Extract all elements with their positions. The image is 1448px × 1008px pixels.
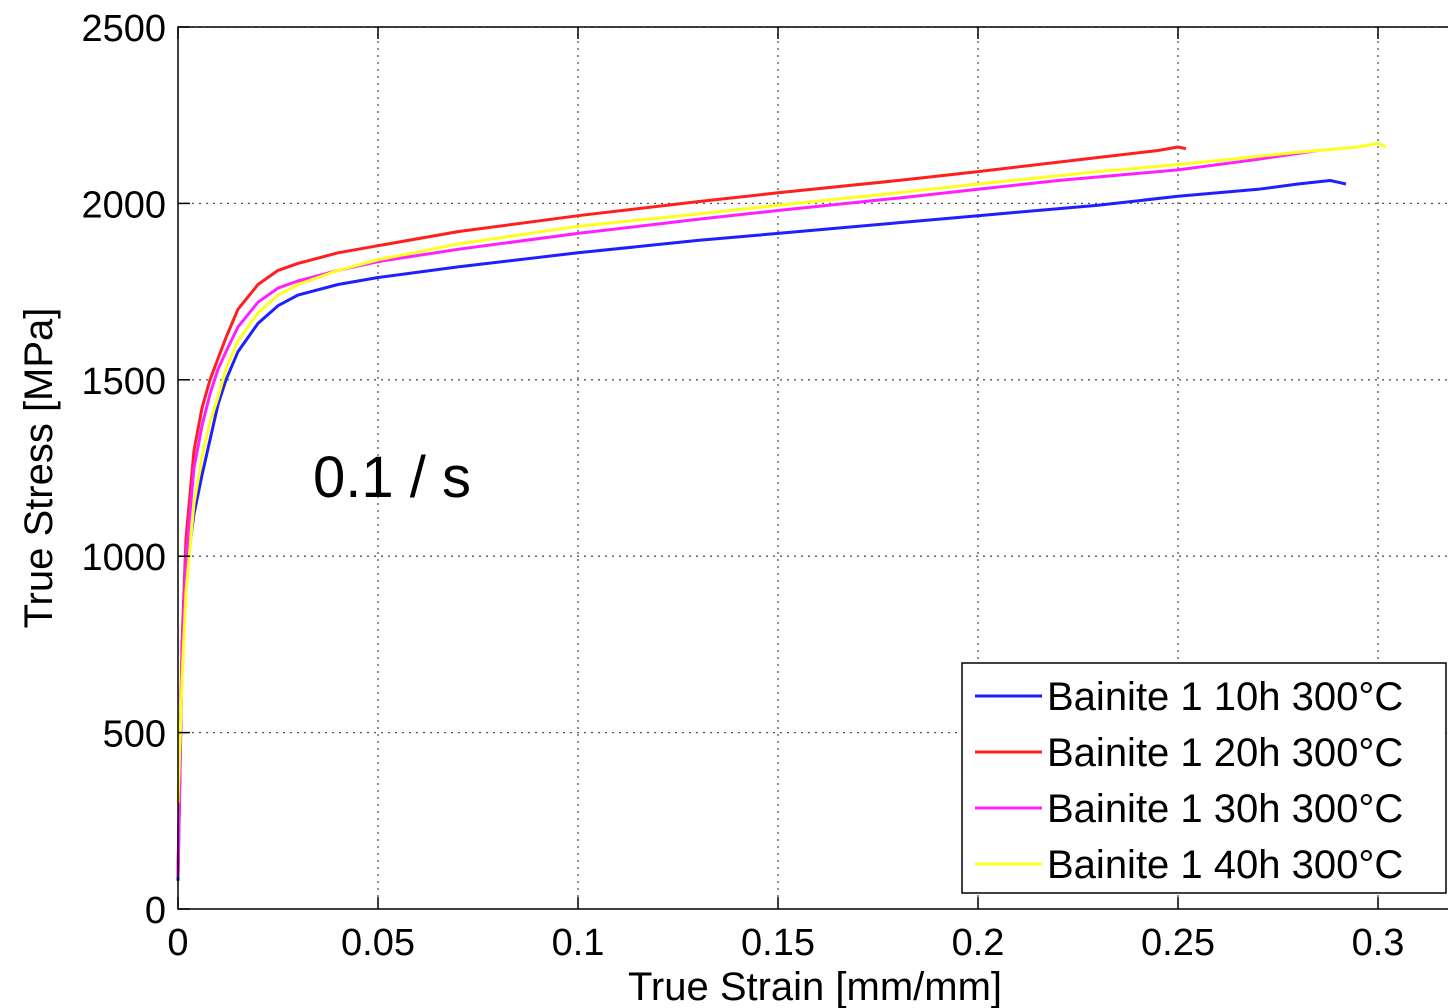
y-tick-label: 0 [145, 890, 166, 932]
legend-label-1: Bainite 1 10h 300°C [1047, 675, 1403, 719]
y-tick-label: 2500 [81, 8, 166, 50]
legend-box [961, 662, 1447, 894]
ticks: 0 0.05 0.1 0.15 0.2 0.25 0.3 0 500 1000 1500 2000 25… [81, 8, 1404, 964]
y-tick-label: 500 [103, 714, 166, 756]
y-tick-label: 1500 [81, 361, 166, 403]
series-line-1 [176, 179, 1347, 881]
x-tick-label: 0.2 [952, 922, 1005, 964]
legend: Bainite 1 10h 300°C Bainite 1 20h 300°C Ba… [961, 662, 1447, 894]
y-axis-label: True Stress [MPa] [17, 308, 61, 629]
legend-label-2: Bainite 1 20h 300°C [1047, 731, 1403, 775]
y-tick-label: 1000 [81, 537, 166, 579]
x-tick-label: 0.05 [341, 922, 415, 964]
legend-label-3: Bainite 1 30h 300°C [1047, 787, 1403, 831]
legend-label-4: Bainite 1 40h 300°C [1047, 843, 1403, 887]
x-tick-label: 0.25 [1141, 922, 1215, 964]
x-tick-label: 0.1 [552, 922, 605, 964]
x-tick-label: 0 [167, 922, 188, 964]
series-lines [176, 141, 1387, 881]
x-tick-label: 0.15 [741, 922, 815, 964]
x-axis-label: True Strain [mm/mm] [628, 965, 1002, 1008]
x-tick-label: 0.3 [1352, 922, 1405, 964]
series-line-4 [176, 141, 1387, 804]
plot-area-frame [177, 26, 1448, 910]
y-tick-label: 2000 [81, 184, 166, 226]
series-line-3 [176, 149, 1319, 878]
grid [178, 26, 1448, 909]
strain-rate-annotation: 0.1 / s [313, 445, 471, 510]
series-line-2 [176, 145, 1187, 874]
